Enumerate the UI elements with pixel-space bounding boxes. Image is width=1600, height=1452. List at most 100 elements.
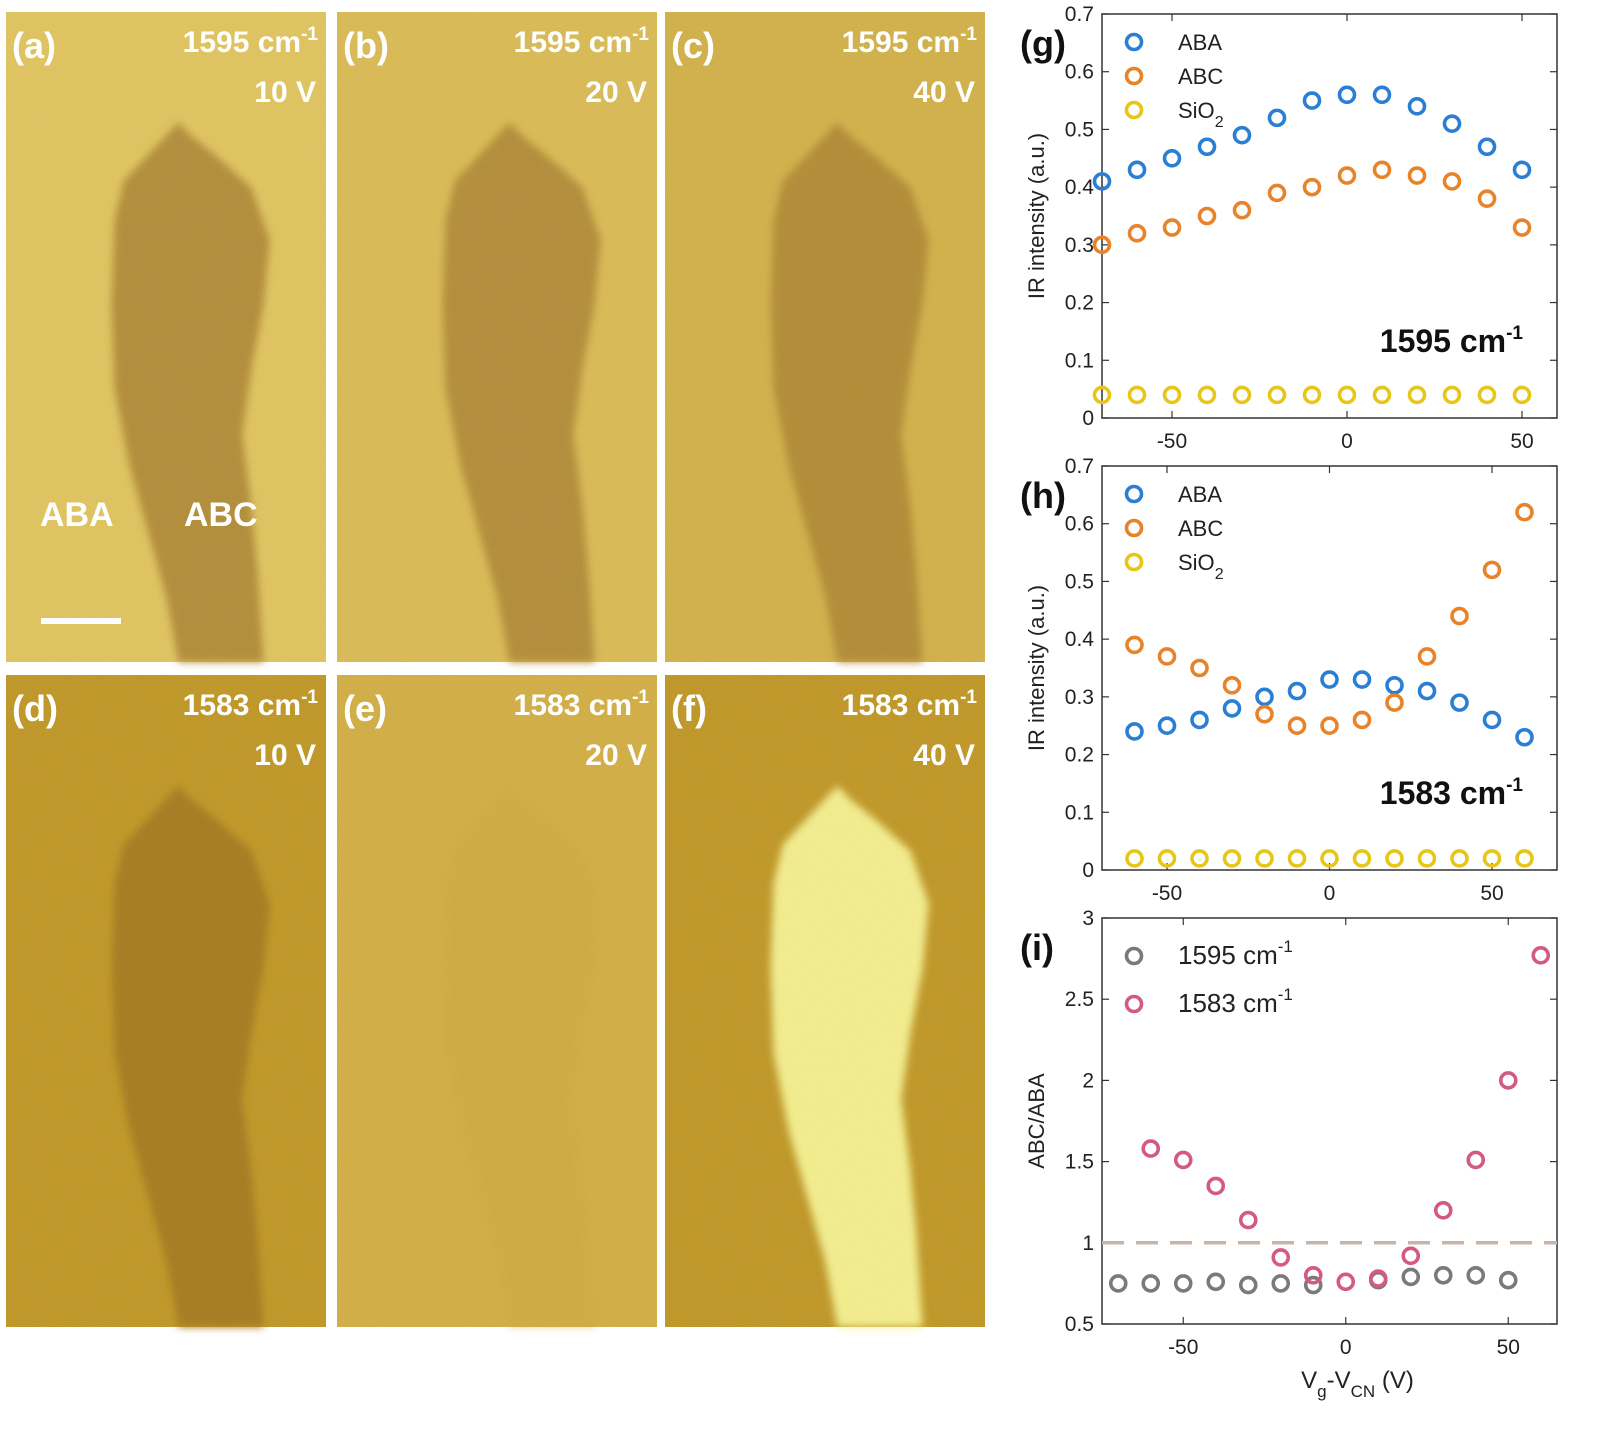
- flake-region: [770, 122, 929, 662]
- y-axis-label: IR intensity (a.u.): [1024, 585, 1049, 751]
- x-tick-label: 50: [1510, 430, 1533, 453]
- data-point: [1108, 1274, 1128, 1293]
- legend-label: ABA: [1178, 482, 1222, 507]
- data-point: [1320, 670, 1339, 689]
- legend-label: 1595 cm-1: [1178, 937, 1293, 970]
- data-point: [1401, 1267, 1421, 1287]
- panel-grain: [6, 675, 326, 1327]
- legend-marker: [1124, 518, 1144, 538]
- data-point: [1287, 849, 1307, 868]
- y-tick-label: 0.2: [1065, 744, 1094, 767]
- y-tick-label: 0.7: [1065, 3, 1094, 26]
- panel-wavenumber: 1595 cm-1: [842, 24, 978, 59]
- data-point: [1385, 693, 1404, 712]
- image-panel-c: (c) 1595 cm-1 40 V: [665, 12, 985, 662]
- data-point: [1197, 385, 1217, 405]
- panel-wavenumber: 1595 cm-1: [183, 24, 319, 59]
- data-point: [1433, 1265, 1453, 1285]
- image-panels: (a) 1595 cm-1 10 V ABA ABC (b) 1595 cm-1 20 V (c…: [6, 12, 985, 1327]
- data-point: [1303, 1265, 1323, 1285]
- image-panel-a: (a) 1595 cm-1 10 V ABA ABC: [6, 12, 326, 662]
- x-tick-label: -50: [1152, 882, 1182, 905]
- data-point: [1482, 710, 1502, 730]
- y-tick-label: 0.5: [1065, 1313, 1094, 1336]
- y-tick-label: 0: [1082, 407, 1094, 430]
- chart-g: 0 0.1 0.2 0.3 0.4 0.5 0.6 0.7 -50 0 50 IR intensity…: [1020, 3, 1558, 453]
- data-point: [1125, 849, 1144, 868]
- data-point: [1352, 710, 1372, 730]
- data-point: [1125, 635, 1144, 655]
- data-point: [1238, 1275, 1258, 1295]
- data-point: [1302, 177, 1322, 197]
- data-point: [1336, 1272, 1356, 1292]
- data-point: [1092, 385, 1112, 405]
- x-tick-label: 50: [1480, 882, 1503, 905]
- chart-h: 0 0.1 0.2 0.3 0.4 0.5 0.6 0.7 -50 0 50 IR intensity…: [1020, 455, 1558, 905]
- panel-grain: [6, 12, 326, 662]
- y-tick-label: 1: [1082, 1232, 1094, 1255]
- panel-label: (a): [12, 25, 56, 66]
- flake-region: [442, 122, 601, 662]
- legend-label: SiO2: [1178, 98, 1224, 131]
- data-point: [1255, 849, 1274, 868]
- plot-frame: [1101, 13, 1558, 419]
- data-point: [1303, 1275, 1323, 1295]
- y-tick-label: 0.7: [1065, 455, 1094, 478]
- y-tick-label: 0.2: [1065, 292, 1094, 315]
- data-point: [1372, 385, 1392, 405]
- data-point: [1287, 716, 1307, 736]
- y-tick-label: 0.5: [1065, 570, 1094, 593]
- data-point: [1222, 849, 1242, 868]
- legend-label: ABC: [1178, 64, 1223, 89]
- chart-annotation: 1583 cm-1: [1380, 775, 1524, 811]
- data-point: [1127, 224, 1147, 243]
- data-point: [1206, 1272, 1226, 1292]
- data-point: [1157, 647, 1177, 666]
- x-axis-label: Vg-VCN (V): [1301, 1367, 1414, 1401]
- data-point: [1141, 1274, 1161, 1293]
- image-panel-b: (b) 1595 cm-1 20 V: [337, 12, 657, 662]
- scale-bar: [41, 618, 121, 624]
- x-tick-label: 0: [1340, 1336, 1352, 1359]
- data-point: [1515, 849, 1534, 868]
- panel-label: (i): [1020, 927, 1054, 968]
- y-axis-label: ABC/ABA: [1024, 1073, 1049, 1169]
- y-tick-label: 1.5: [1065, 1151, 1094, 1174]
- data-point: [1190, 710, 1209, 730]
- data-point: [1512, 160, 1532, 180]
- data-point: [1320, 849, 1339, 868]
- data-point: [1385, 676, 1404, 695]
- image-panel-f: (f) 1583 cm-1 40 V: [665, 675, 985, 1327]
- data-point: [1477, 189, 1497, 208]
- data-point: [1255, 687, 1274, 707]
- data-point: [1442, 114, 1462, 133]
- x-tick-label: 0: [1341, 430, 1353, 453]
- data-point: [1255, 704, 1274, 724]
- panel-wavenumber: 1583 cm-1: [183, 687, 319, 722]
- legend-marker: [1124, 66, 1144, 86]
- flake-region: [111, 785, 270, 1327]
- panel-voltage: 10 V: [254, 739, 316, 772]
- data-point: [1407, 97, 1427, 116]
- data-point: [1401, 1246, 1421, 1266]
- data-point: [1433, 1201, 1453, 1220]
- y-tick-label: 0.6: [1065, 61, 1094, 84]
- data-point: [1515, 502, 1534, 522]
- legend-label: SiO2: [1178, 550, 1224, 583]
- x-tick-label: -50: [1168, 1336, 1198, 1359]
- data-point: [1162, 385, 1182, 405]
- data-point: [1466, 1150, 1486, 1170]
- panel-label: (f): [671, 688, 707, 729]
- data-point: [1162, 148, 1182, 168]
- panel-grain: [337, 12, 657, 662]
- data-point: [1372, 160, 1392, 180]
- data-point: [1127, 385, 1147, 405]
- panel-label: (b): [343, 25, 389, 66]
- data-point: [1206, 1176, 1226, 1196]
- panel-voltage: 20 V: [585, 739, 647, 772]
- legend-marker: [1124, 946, 1144, 966]
- image-panel-e: (e) 1583 cm-1 20 V: [337, 675, 657, 1327]
- y-tick-label: 0.4: [1065, 628, 1095, 651]
- legend-marker: [1124, 994, 1144, 1014]
- data-point: [1477, 385, 1497, 405]
